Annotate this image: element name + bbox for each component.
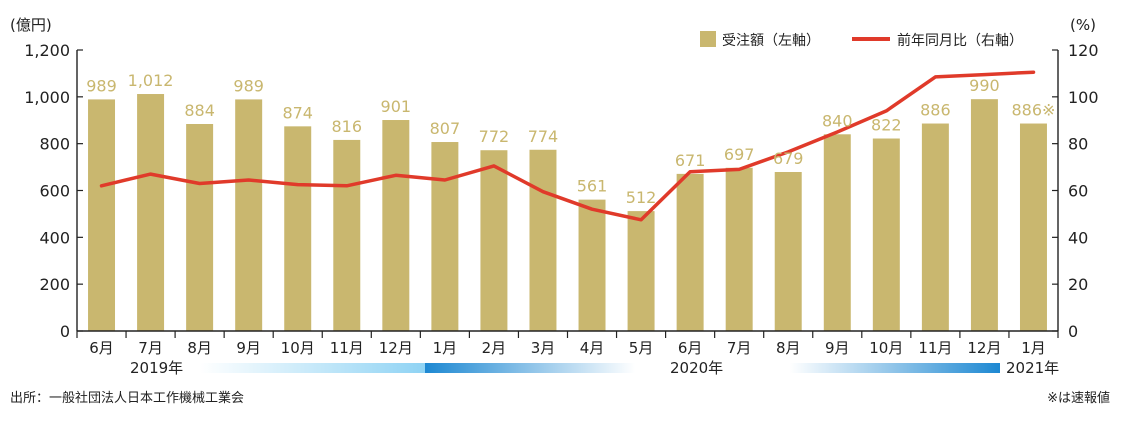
x-tick-label: 10月 bbox=[281, 339, 315, 357]
x-tick-label: 12月 bbox=[967, 339, 1001, 357]
x-tick-label: 9月 bbox=[825, 339, 850, 357]
left-tick-label: 800 bbox=[39, 135, 70, 154]
x-tick-label: 8月 bbox=[776, 339, 801, 357]
x-tick-label: 2月 bbox=[482, 339, 507, 357]
x-tick-label: 9月 bbox=[236, 339, 261, 357]
year-band-2020b bbox=[790, 363, 1000, 373]
bar-data-labels: 989 1,012 884 989 874 816 901 807 772 774 561 512 67… bbox=[86, 71, 1055, 207]
x-axis-labels: 6月 7月 8月 9月 10月 11月 12月 1月 2月 3月 4月 5月 6月 7月 8月 9月 10月 11… bbox=[89, 339, 1045, 357]
x-tick-label: 1月 bbox=[1021, 339, 1046, 357]
left-tick-label: 200 bbox=[39, 275, 70, 294]
left-axis-ticks: 0 200 400 600 800 1,000 1,200 bbox=[24, 41, 83, 341]
right-tick-label: 80 bbox=[1068, 135, 1088, 154]
left-axis-unit: (億円) bbox=[10, 16, 52, 34]
bar bbox=[235, 99, 263, 331]
bar-value-label: 901 bbox=[381, 97, 412, 116]
bar-value-label: 989 bbox=[233, 76, 264, 95]
footnote: ※は速報値 bbox=[1047, 390, 1110, 406]
left-tick-label: 1,200 bbox=[24, 41, 70, 60]
right-tick-label: 100 bbox=[1068, 88, 1099, 107]
legend-bar-swatch bbox=[700, 31, 716, 47]
bar bbox=[88, 99, 116, 331]
x-tick-label: 10月 bbox=[869, 339, 903, 357]
right-tick-label: 40 bbox=[1068, 228, 1088, 247]
bar bbox=[872, 138, 900, 331]
bar-series bbox=[88, 94, 1047, 331]
right-tick-label: 0 bbox=[1068, 322, 1078, 341]
left-tick-label: 1,000 bbox=[24, 88, 70, 107]
legend: 受注額（左軸） 前年同月比（右軸） bbox=[700, 31, 1023, 49]
bar bbox=[823, 134, 851, 331]
x-tick-label: 6月 bbox=[89, 339, 114, 357]
year-label-2021: 2021年 bbox=[1006, 359, 1059, 377]
bar-value-label: 886 bbox=[920, 101, 951, 120]
bar-value-label: 990 bbox=[969, 76, 1000, 95]
bar bbox=[627, 211, 655, 331]
x-tick-label: 3月 bbox=[531, 339, 556, 357]
x-tick-label: 5月 bbox=[629, 339, 654, 357]
bar-value-label: 512 bbox=[626, 188, 657, 207]
bar-value-label: 679 bbox=[773, 149, 804, 168]
legend-bar-label: 受注額（左軸） bbox=[722, 33, 820, 49]
bar-value-label: 697 bbox=[724, 145, 755, 164]
right-tick-label: 60 bbox=[1068, 182, 1088, 201]
legend-line-label: 前年同月比（右軸） bbox=[897, 32, 1023, 49]
x-tick-label: 6月 bbox=[678, 339, 703, 357]
bar-value-label: 840 bbox=[822, 111, 853, 130]
bar bbox=[1019, 123, 1047, 331]
bar bbox=[774, 172, 802, 331]
bar bbox=[578, 199, 606, 331]
bar-value-label: 989 bbox=[86, 76, 117, 95]
bar-value-label: 561 bbox=[577, 177, 608, 196]
bar bbox=[921, 123, 949, 331]
bar bbox=[382, 120, 410, 331]
bar-value-label: 1,012 bbox=[128, 71, 174, 90]
right-tick-label: 120 bbox=[1068, 41, 1099, 60]
year-label-2020: 2020年 bbox=[670, 359, 723, 377]
bar bbox=[480, 150, 508, 331]
bar-value-label: 874 bbox=[282, 103, 313, 122]
left-tick-label: 600 bbox=[39, 182, 70, 201]
bar bbox=[431, 142, 459, 331]
bar bbox=[529, 149, 557, 331]
bar-value-label: 822 bbox=[871, 116, 902, 135]
bar bbox=[137, 94, 165, 331]
x-tick-label: 11月 bbox=[918, 339, 952, 357]
right-axis-ticks: 0 20 40 60 80 100 120 bbox=[1052, 41, 1099, 341]
x-tick-label: 4月 bbox=[580, 339, 605, 357]
year-band: 2019年 2020年 2021年 bbox=[130, 359, 1059, 377]
bar-value-label: 807 bbox=[430, 119, 461, 138]
bar bbox=[284, 126, 312, 331]
bar-value-label: 884 bbox=[184, 101, 215, 120]
source-note: 出所：一般社団法人日本工作機械工業会 bbox=[10, 390, 244, 406]
bar-value-label: 816 bbox=[332, 117, 363, 136]
bar bbox=[970, 99, 998, 331]
bar-value-label: 772 bbox=[479, 127, 510, 146]
x-tick-label: 12月 bbox=[379, 339, 413, 357]
year-band-2020a bbox=[425, 363, 635, 373]
x-tick-label: 7月 bbox=[138, 339, 163, 357]
left-tick-label: 0 bbox=[60, 322, 70, 341]
x-axis-ticks bbox=[76, 331, 1059, 338]
bar bbox=[676, 173, 704, 331]
bar bbox=[333, 139, 361, 331]
x-tick-label: 7月 bbox=[727, 339, 752, 357]
bar-value-label: 774 bbox=[528, 127, 559, 146]
line-series bbox=[99, 70, 1036, 222]
right-axis-unit: (%) bbox=[1070, 16, 1096, 34]
left-tick-label: 400 bbox=[39, 228, 70, 247]
year-label-2019: 2019年 bbox=[130, 359, 183, 377]
bar bbox=[186, 123, 214, 331]
right-tick-label: 20 bbox=[1068, 275, 1088, 294]
bar-value-label: 671 bbox=[675, 151, 706, 170]
year-band-2019 bbox=[200, 363, 425, 373]
line-path bbox=[99, 70, 1036, 222]
bar-value-label: 886※ bbox=[1011, 101, 1055, 120]
x-tick-label: 8月 bbox=[187, 339, 212, 357]
bar bbox=[725, 167, 753, 331]
x-tick-label: 1月 bbox=[433, 339, 458, 357]
x-tick-label: 11月 bbox=[330, 339, 364, 357]
